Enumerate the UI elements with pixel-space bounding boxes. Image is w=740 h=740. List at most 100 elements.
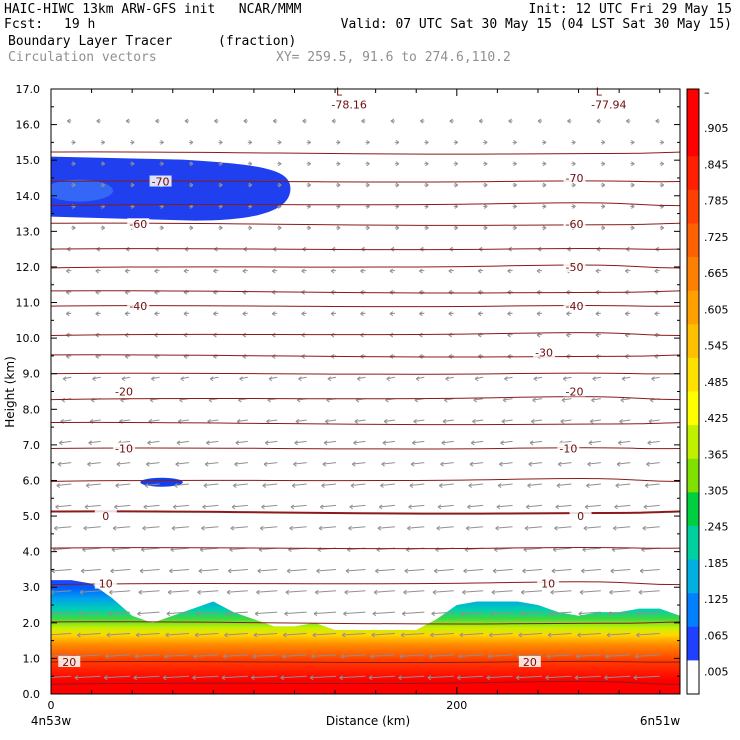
circulation-vector <box>419 268 425 274</box>
circulation-vector <box>183 332 190 338</box>
circulation-vector <box>577 632 601 638</box>
isotherm-label: -10 <box>115 442 133 455</box>
circulation-vector <box>596 118 601 124</box>
circulation-vector <box>595 268 601 274</box>
circulation-vector <box>651 376 660 382</box>
circulation-vector <box>354 419 366 424</box>
circulation-vector <box>169 568 190 574</box>
circulation-vector <box>159 139 164 145</box>
circulation-vector <box>264 440 278 446</box>
circulation-vector <box>646 461 660 467</box>
valid-time: Valid: 07 UTC Sat 30 May 15 (04 LST Sat … <box>340 17 732 32</box>
circulation-vector <box>213 311 219 317</box>
circulation-vector <box>371 632 395 638</box>
circulation-vector <box>59 440 72 446</box>
circulation-vector <box>542 139 547 145</box>
circulation-vector <box>595 311 601 317</box>
circulation-vector <box>453 204 459 209</box>
circulation-vector <box>588 440 601 446</box>
circulation-vector <box>225 611 248 617</box>
circulation-vector <box>80 568 101 574</box>
circulation-vector <box>465 525 484 531</box>
isotherm-line <box>51 247 680 251</box>
circulation-vector <box>518 632 543 638</box>
circulation-vector <box>483 139 488 145</box>
circulation-vector <box>571 204 576 209</box>
colorbar-label: .005 <box>704 666 729 679</box>
y-tick-label: 8.0 <box>23 403 41 416</box>
y-tick-label: 2.0 <box>23 617 41 630</box>
circulation-vector <box>311 653 337 659</box>
circulation-vector <box>582 547 601 553</box>
circulation-vector <box>490 611 513 617</box>
circulation-vector <box>483 182 488 188</box>
circulation-vector <box>162 675 190 681</box>
circulation-vector <box>504 376 513 382</box>
circulation-vector <box>92 376 101 382</box>
colorbar-swatch <box>687 559 699 594</box>
circulation-vector <box>171 525 190 531</box>
circulation-vector <box>492 568 513 574</box>
circulation-vector <box>318 525 337 531</box>
circulation-vector <box>525 504 543 510</box>
circulation-vector <box>630 182 635 188</box>
circulation-vector <box>130 139 135 145</box>
circulation-vector <box>341 632 366 638</box>
isotherm-label: -30 <box>535 346 553 359</box>
circulation-vector <box>437 504 454 510</box>
isotherm-line <box>51 581 680 586</box>
circulation-vector <box>394 182 400 188</box>
circulation-vector <box>659 182 664 188</box>
circulation-vector <box>164 653 190 659</box>
circulation-vector <box>546 653 572 659</box>
circulation-vector <box>295 419 307 424</box>
circulation-vector <box>537 118 543 124</box>
circulation-vector <box>554 525 572 531</box>
circulation-vector <box>574 675 601 681</box>
isotherm-line <box>51 354 680 358</box>
circulation-vector <box>470 440 484 446</box>
circulation-vector <box>100 161 105 167</box>
circulation-vector <box>630 161 635 167</box>
isotherm-label: 10 <box>99 578 113 591</box>
circulation-vector <box>218 225 223 231</box>
circulation-vector <box>512 225 517 231</box>
colorbar-swatch <box>687 593 699 628</box>
circulation-vector <box>579 589 601 595</box>
circulation-vector <box>154 332 160 338</box>
circulation-vector <box>600 225 606 231</box>
circulation-vector <box>440 461 454 467</box>
circulation-vector <box>66 268 72 274</box>
circulation-vector <box>394 161 400 167</box>
circulation-vector <box>277 225 282 231</box>
circulation-vector <box>512 204 517 209</box>
circulation-vector <box>389 311 395 317</box>
circulation-vector <box>325 419 337 424</box>
circulation-vector <box>320 504 337 510</box>
circulation-vector <box>654 268 660 274</box>
circulation-vector <box>609 589 631 595</box>
init-time: Init: 12 UTC Fri 29 May 15 <box>528 2 733 17</box>
y-axis-label: Height (km) <box>3 356 17 427</box>
circulation-vector <box>112 525 131 531</box>
circulation-vector <box>403 589 425 595</box>
circulation-vector <box>360 268 366 274</box>
circulation-vector <box>555 504 572 510</box>
colorbar-swatch <box>687 257 699 292</box>
circulation-vector <box>581 568 601 574</box>
circulation-vector <box>522 568 543 574</box>
circulation-vector <box>618 440 631 446</box>
circulation-vector <box>344 589 366 595</box>
circulation-vector <box>610 568 631 574</box>
circulation-vector <box>357 376 366 382</box>
y-tick-label: 10.0 <box>16 332 41 345</box>
circulation-vector <box>542 161 547 167</box>
colorbar-label: .905 <box>704 122 729 135</box>
circulation-vector <box>206 440 219 446</box>
isotherm-label: 0 <box>102 510 109 523</box>
isotherm-line <box>51 290 680 294</box>
circulation-vector <box>251 675 278 681</box>
minimum-value: -78.16 <box>331 99 366 112</box>
circulation-vector <box>252 653 278 659</box>
circulation-vector <box>654 311 660 317</box>
